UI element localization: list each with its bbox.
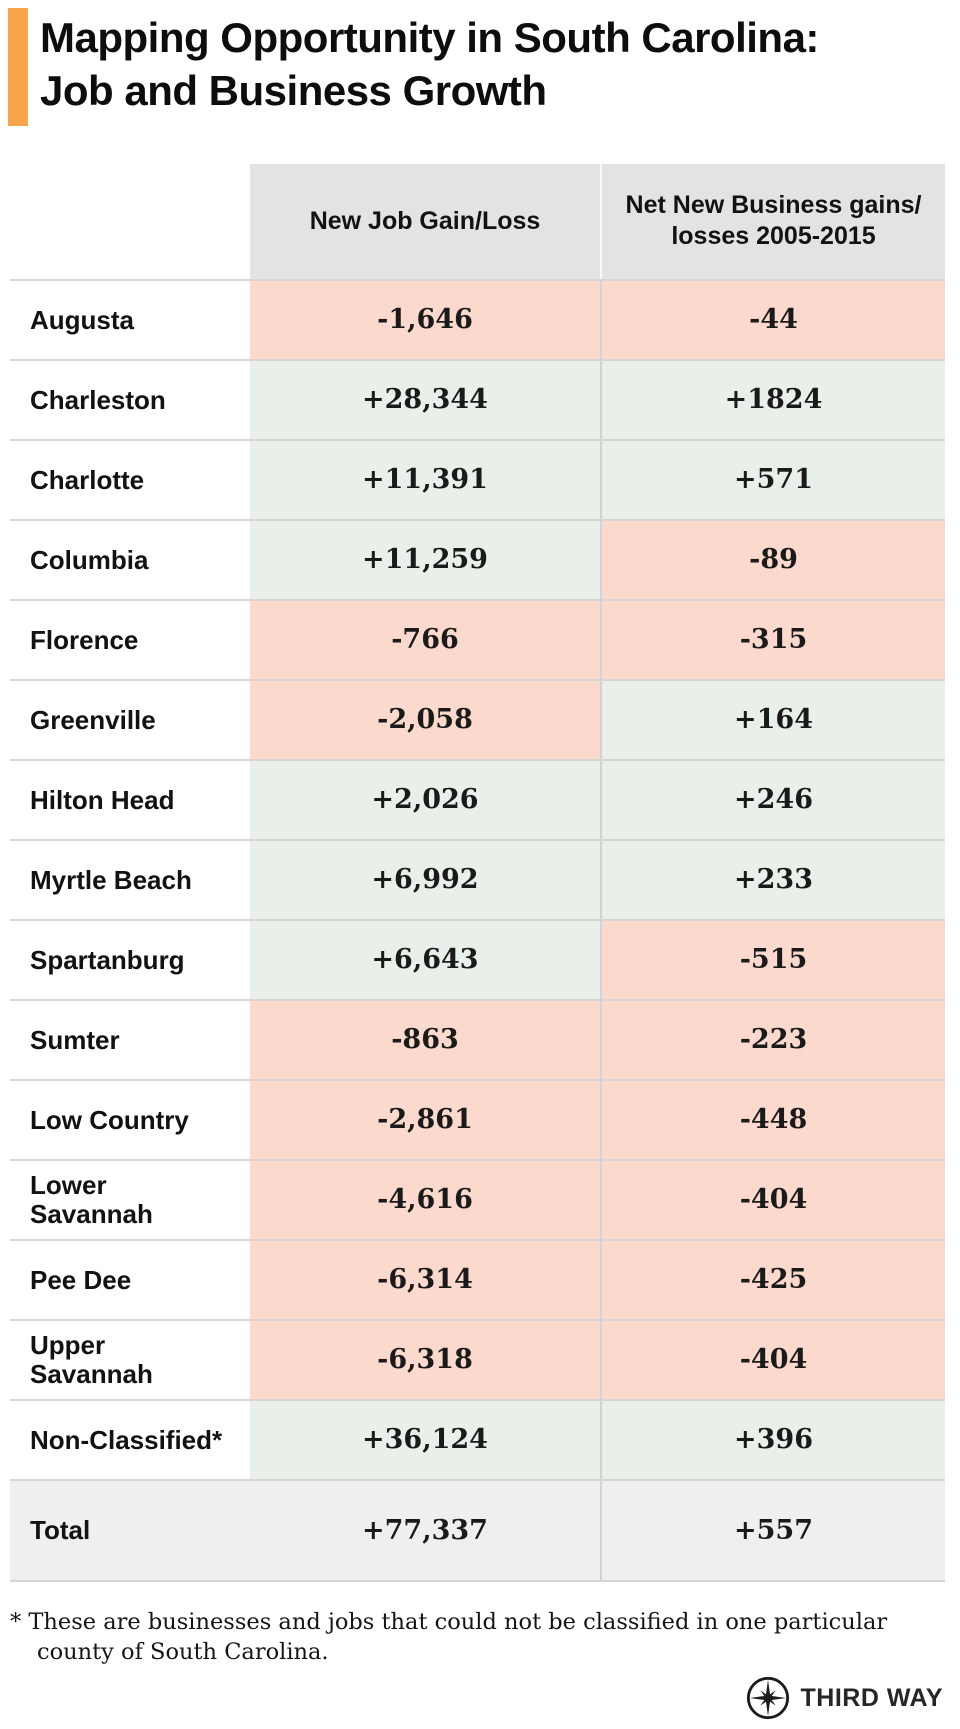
brand-name: THIRD WAY (800, 1683, 943, 1712)
row-label-cell: Greenville (10, 680, 250, 759)
business-value-cell: -315 (600, 600, 945, 679)
job-value-cell: -2,058 (250, 680, 600, 759)
job-value-cell: -4,616 (250, 1160, 600, 1239)
business-value-cell: -515 (600, 920, 945, 999)
row-label-cell: Charleston (10, 360, 250, 439)
table-row: Charleston +28,344 +1824 (10, 358, 945, 439)
table-row: Upper Savannah -6,318 -404 (10, 1318, 945, 1399)
job-value-cell: +6,643 (250, 920, 600, 999)
table-row: Pee Dee -6,314 -425 (10, 1238, 945, 1319)
row-label-cell: Myrtle Beach (10, 840, 250, 919)
row-label-cell: Spartanburg (10, 920, 250, 999)
job-value-cell: +6,992 (250, 840, 600, 919)
row-label-cell: Columbia (10, 520, 250, 599)
job-value-cell: +77,337 (250, 1480, 600, 1580)
table-row: Charlotte +11,391 +571 (10, 438, 945, 519)
business-value-cell: -89 (600, 520, 945, 599)
column-header-jobs: New Job Gain/Loss (250, 163, 600, 279)
job-value-cell: +28,344 (250, 360, 600, 439)
row-label-cell: Total (10, 1480, 250, 1580)
business-value-cell: -404 (600, 1320, 945, 1399)
title-accent-bar (8, 8, 28, 126)
compass-star-icon (746, 1677, 789, 1720)
row-label-cell: Low Country (10, 1080, 250, 1159)
job-value-cell: +11,391 (250, 440, 600, 519)
table-row: Augusta -1,646 -44 (10, 278, 945, 359)
business-value-cell: -44 (600, 280, 945, 359)
header-empty-cell (10, 163, 250, 279)
table-row: Greenville -2,058 +164 (10, 678, 945, 759)
table-row: Myrtle Beach +6,992 +233 (10, 838, 945, 919)
row-label-cell: Sumter (10, 1000, 250, 1079)
business-value-cell: -404 (600, 1160, 945, 1239)
data-table: New Job Gain/Loss Net New Business gains… (10, 163, 945, 1582)
table-row: Spartanburg +6,643 -515 (10, 918, 945, 999)
table-row: Hilton Head +2,026 +246 (10, 758, 945, 839)
table-row: Florence -766 -315 (10, 598, 945, 679)
table-row: Sumter -863 -223 (10, 998, 945, 1079)
job-value-cell: -6,314 (250, 1240, 600, 1319)
business-value-cell: +164 (600, 680, 945, 759)
row-label-cell: Hilton Head (10, 760, 250, 839)
row-label-cell: Lower Savannah (10, 1160, 250, 1239)
table-row: Lower Savannah -4,616 -404 (10, 1158, 945, 1239)
business-value-cell: +233 (600, 840, 945, 919)
row-label-cell: Upper Savannah (10, 1320, 250, 1399)
job-value-cell: -863 (250, 1000, 600, 1079)
table-row: Non-Classified* +36,124 +396 (10, 1398, 945, 1479)
row-label-cell: Non-Classified* (10, 1400, 250, 1479)
job-value-cell: +36,124 (250, 1400, 600, 1479)
business-value-cell: +557 (600, 1480, 945, 1580)
job-value-cell: -766 (250, 600, 600, 679)
business-value-cell: -425 (600, 1240, 945, 1319)
job-value-cell: -2,861 (250, 1080, 600, 1159)
column-header-business: Net New Business gains/ losses 2005-2015 (600, 163, 945, 279)
business-value-cell: +396 (600, 1400, 945, 1479)
job-value-cell: -1,646 (250, 280, 600, 359)
business-value-cell: +571 (600, 440, 945, 519)
footnote: * These are businesses and jobs that cou… (10, 1608, 888, 1665)
table-row: Columbia +11,259 -89 (10, 518, 945, 599)
job-value-cell: +11,259 (250, 520, 600, 599)
business-value-cell: +246 (600, 760, 945, 839)
brand-logo: THIRD WAY (8, 1675, 945, 1721)
business-value-cell: +1824 (600, 360, 945, 439)
table-header-row: New Job Gain/Loss Net New Business gains… (10, 163, 945, 279)
page-title: Mapping Opportunity in South Carolina: J… (40, 14, 819, 114)
job-value-cell: +2,026 (250, 760, 600, 839)
title-block: Mapping Opportunity in South Carolina: J… (8, 8, 945, 126)
job-value-cell: -6,318 (250, 1320, 600, 1399)
row-label-cell: Pee Dee (10, 1240, 250, 1319)
table-body: Augusta -1,646 -44 Charleston +28,344 +1… (10, 278, 945, 1580)
business-value-cell: -223 (600, 1000, 945, 1079)
row-label-cell: Charlotte (10, 440, 250, 519)
table-row: Total +77,337 +557 (10, 1478, 945, 1580)
business-value-cell: -448 (600, 1080, 945, 1159)
table-row: Low Country -2,861 -448 (10, 1078, 945, 1159)
row-label-cell: Florence (10, 600, 250, 679)
row-label-cell: Augusta (10, 280, 250, 359)
